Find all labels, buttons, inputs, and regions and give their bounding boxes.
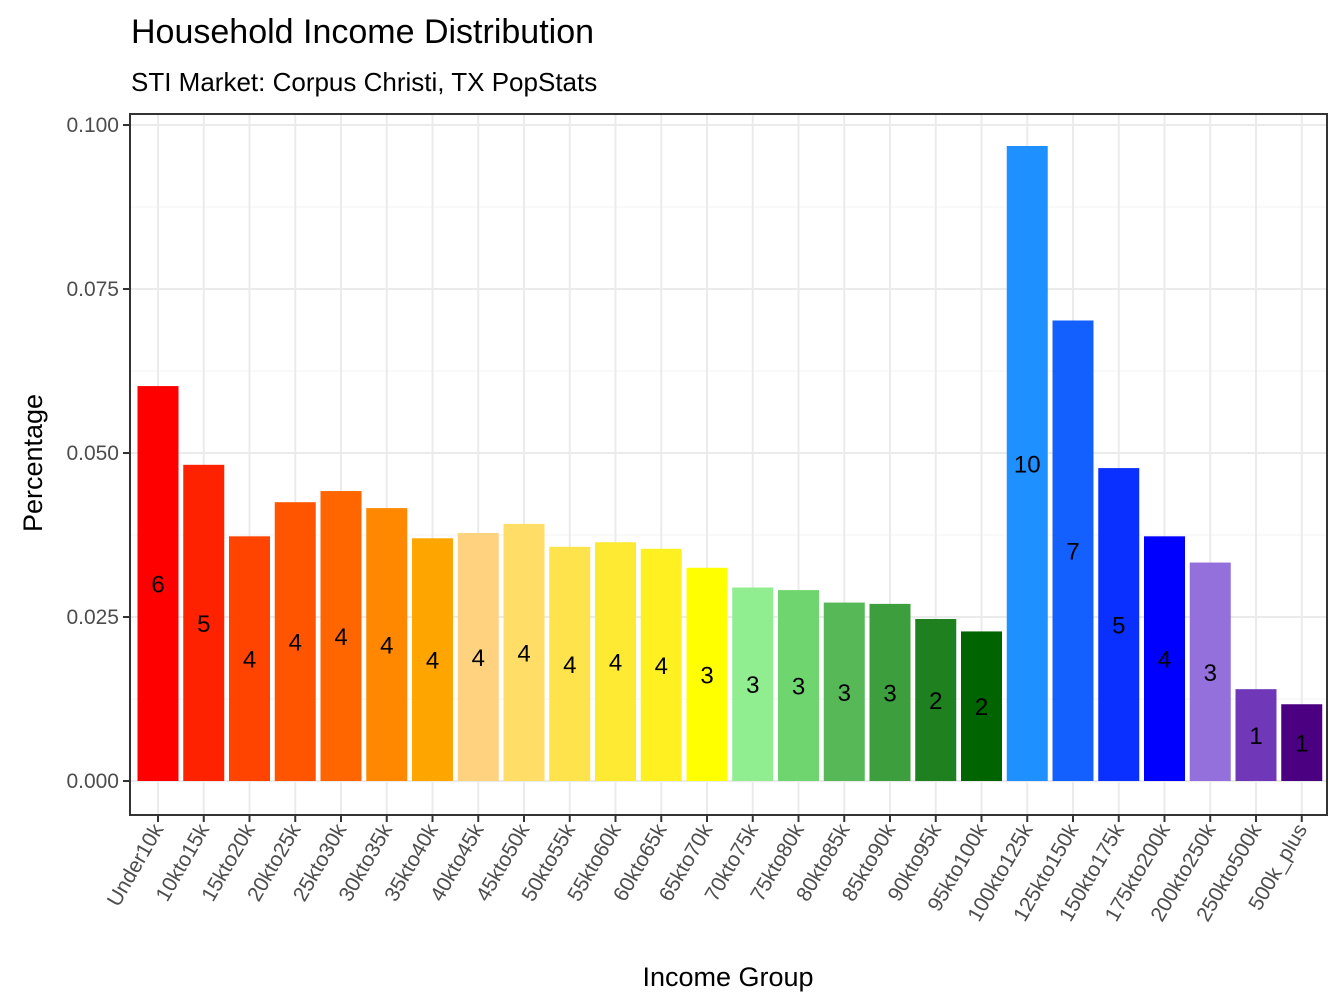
bar-25kto30k — [320, 491, 362, 781]
bar-10kto15k — [183, 464, 225, 781]
plot-frame — [129, 113, 1328, 816]
bar-70kto75k — [732, 587, 774, 781]
data-label-80kto85k: 3 — [838, 680, 851, 707]
data-label-85kto90k: 3 — [883, 680, 896, 707]
data-label-125kto150k: 7 — [1066, 539, 1079, 566]
data-label-500k_plus: 1 — [1295, 731, 1308, 758]
y-tick-label: 0.050 — [66, 442, 119, 465]
bar-95kto100k — [961, 631, 1002, 781]
bar-175kto200k — [1144, 536, 1185, 781]
bar-150kto175k — [1098, 468, 1140, 781]
data-label-35kto40k: 4 — [426, 648, 439, 675]
data-label-200kto250k: 3 — [1204, 660, 1217, 687]
data-label-30kto35k: 4 — [380, 633, 393, 660]
y-axis-label: Percentage — [18, 394, 48, 532]
bar-90kto95k — [915, 618, 957, 781]
data-label-95kto100k: 2 — [975, 694, 988, 721]
bar-200kto250k — [1189, 562, 1231, 781]
data-label-175kto200k: 4 — [1158, 647, 1171, 674]
y-tick-label: 0.000 — [66, 770, 119, 793]
x-axis-label: Income Group — [642, 962, 813, 992]
bar-20kto25k — [274, 502, 316, 781]
data-label-15kto20k: 4 — [243, 647, 256, 674]
data-label-250kto500k: 1 — [1249, 723, 1262, 750]
bar-60kto65k — [640, 548, 682, 781]
data-label-20kto25k: 4 — [289, 630, 302, 657]
bar-65kto70k — [686, 567, 728, 781]
bar-35kto40k — [412, 538, 453, 781]
bar-45kto50k — [503, 523, 545, 781]
bar-100kto125k — [1006, 145, 1048, 781]
bar-125kto150k — [1052, 320, 1094, 781]
bar-30kto35k — [366, 508, 408, 781]
y-tick-label: 0.100 — [66, 114, 119, 137]
data-label-50kto55k: 4 — [563, 652, 576, 679]
data-label-150kto175k: 5 — [1112, 613, 1125, 640]
bar-55kto60k — [595, 542, 636, 781]
data-label-10kto15k: 5 — [197, 611, 210, 638]
bar-Under10k — [137, 386, 179, 781]
bar-40kto45k — [457, 533, 499, 781]
data-label-90kto95k: 2 — [929, 688, 942, 715]
data-label-75kto80k: 3 — [792, 674, 805, 701]
bar-85kto90k — [869, 603, 911, 781]
data-label-70kto75k: 3 — [746, 672, 759, 699]
data-label-45kto50k: 4 — [517, 640, 530, 667]
bar-80kto85k — [823, 602, 865, 781]
bar-50kto55k — [549, 546, 591, 781]
bar-500k_plus — [1281, 704, 1323, 781]
y-axis-ticks: 0.000 0.025 0.050 0.075 0.100 — [66, 114, 130, 793]
data-label-40kto45k: 4 — [472, 645, 485, 672]
data-label-100kto125k: 10 — [1014, 451, 1041, 478]
y-tick-label: 0.025 — [66, 606, 119, 629]
data-label-25kto30k: 4 — [334, 624, 347, 651]
x-axis-ticks: Under10k10kto15k15kto20k20kto25k25kto30k… — [103, 815, 1312, 926]
plot-border — [129, 113, 1328, 816]
bars — [137, 145, 1323, 781]
bar-250kto500k — [1235, 689, 1277, 781]
chart-subtitle: STI Market: Corpus Christi, TX PopStats — [131, 67, 597, 97]
data-label-65kto70k: 3 — [700, 662, 713, 689]
data-label-Under10k: 6 — [151, 572, 164, 599]
data-label-60kto65k: 4 — [655, 653, 668, 680]
data-label-55kto60k: 4 — [609, 650, 622, 677]
data-labels: 6 5 4 4 4 4 4 4 4 4 4 4 3 3 3 3 3 2 2 10 7 5 4 3 1 1 — [151, 451, 1308, 757]
bar-75kto80k — [778, 590, 819, 781]
y-tick-label: 0.075 — [66, 278, 119, 301]
bar-15kto20k — [229, 536, 270, 781]
chart-title: Household Income Distribution — [131, 13, 594, 51]
